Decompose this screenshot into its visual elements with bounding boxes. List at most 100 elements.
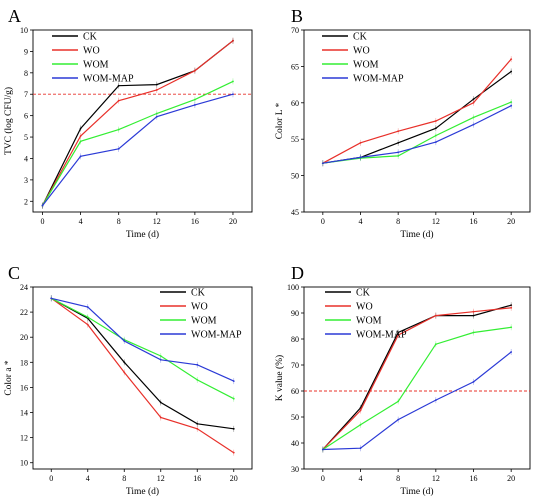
data-point	[472, 310, 475, 313]
x-tick-label: 0	[49, 474, 53, 483]
y-tick-label: 70	[291, 361, 299, 370]
legend-label: WOM-MAP	[83, 74, 134, 85]
y-tick-label: 100	[287, 283, 299, 292]
data-point	[472, 123, 475, 126]
data-point	[79, 135, 82, 137]
data-point	[232, 397, 235, 400]
data-point	[86, 323, 89, 326]
y-tick-label: 12	[20, 434, 28, 443]
panel-label: B	[291, 6, 303, 26]
x-tick-label: 16	[470, 217, 478, 226]
y-tick-label: 3	[24, 176, 28, 185]
plot-frame	[32, 29, 253, 213]
x-tick-label: 4	[359, 474, 363, 483]
data-point	[196, 422, 199, 425]
data-point	[397, 130, 400, 133]
plot-frame	[303, 286, 531, 470]
legend-label: WOM	[353, 60, 379, 71]
series-line-wom	[51, 297, 235, 400]
data-point	[159, 416, 162, 419]
data-point	[123, 340, 126, 342]
series-line-wom	[41, 80, 234, 206]
y-tick-label: 2	[24, 197, 28, 206]
data-point	[472, 116, 475, 119]
data-point	[86, 316, 89, 319]
data-point	[117, 99, 120, 102]
data-point	[510, 70, 513, 73]
data-point	[397, 334, 400, 336]
legend-label: CK	[356, 288, 371, 299]
data-point	[232, 93, 234, 96]
data-point	[193, 98, 196, 101]
data-point	[397, 151, 400, 154]
data-point	[86, 306, 89, 308]
x-tick-label: 20	[230, 474, 238, 483]
data-point	[434, 134, 437, 137]
legend-label: WOM-MAP	[356, 330, 407, 341]
x-tick-label: 8	[122, 474, 126, 483]
data-point	[159, 401, 162, 404]
data-point	[123, 371, 126, 374]
y-axis-title: TVC (log CFU/g)	[3, 87, 14, 155]
data-point	[232, 39, 234, 42]
data-point	[159, 355, 162, 357]
x-tick-label: 8	[117, 217, 121, 226]
data-point	[196, 427, 199, 430]
data-point	[79, 140, 82, 143]
data-point	[193, 104, 196, 106]
x-tick-label: 12	[432, 474, 440, 483]
x-tick-label: 4	[359, 217, 363, 226]
data-point	[359, 409, 362, 412]
x-tick-label: 8	[396, 474, 400, 483]
panel-B: B 0 4 8 12 16 20 45 50 55 60 65 70 Time (d) Color L * C…	[275, 6, 531, 240]
legend-label: WOM-MAP	[353, 74, 404, 85]
y-tick-label: 60	[291, 99, 299, 108]
data-point	[193, 69, 196, 72]
data-point	[232, 80, 234, 83]
data-point	[510, 104, 513, 107]
y-tick-label: 70	[291, 26, 299, 35]
data-point	[472, 98, 475, 101]
y-axis-title: Color L *	[275, 102, 285, 139]
y-tick-label: 5	[24, 133, 28, 142]
data-point	[510, 351, 513, 353]
plot-frame	[32, 286, 253, 470]
data-point	[232, 380, 235, 383]
y-axis-title: Color a *	[4, 360, 14, 396]
data-point	[472, 101, 475, 104]
y-tick-label: 9	[24, 47, 28, 56]
data-point	[472, 314, 475, 317]
y-tick-label: 22	[20, 308, 28, 317]
x-tick-label: 20	[229, 217, 237, 226]
data-point	[359, 141, 362, 144]
x-tick-label: 0	[321, 474, 325, 483]
y-tick-label: 10	[20, 459, 28, 468]
y-tick-label: 6	[24, 112, 28, 121]
data-point	[155, 115, 158, 118]
x-tick-label: 0	[321, 217, 325, 226]
series-line-ck	[41, 40, 234, 206]
series-line-wom	[322, 326, 512, 451]
x-tick-label: 20	[507, 474, 515, 483]
data-point	[510, 326, 513, 329]
series-line-wom	[322, 101, 512, 164]
series-line-wo	[50, 297, 235, 454]
plot-frame	[303, 29, 531, 213]
series-line-ck	[322, 304, 512, 450]
data-point	[117, 147, 120, 150]
legend-label: CK	[191, 288, 206, 299]
data-point	[397, 400, 400, 403]
y-tick-label: 20	[20, 333, 28, 342]
data-point	[434, 141, 437, 144]
data-point	[472, 331, 475, 334]
series-line-wo	[322, 307, 512, 450]
legend-label: WOM	[356, 316, 382, 327]
y-tick-label: 40	[291, 439, 299, 448]
legend-label: CK	[353, 32, 368, 43]
legend-label: WO	[356, 302, 373, 313]
legend-label: CK	[83, 32, 98, 43]
data-point	[196, 363, 199, 366]
x-axis-title: Time (d)	[400, 486, 433, 497]
data-point	[359, 447, 362, 450]
data-point	[321, 448, 324, 451]
